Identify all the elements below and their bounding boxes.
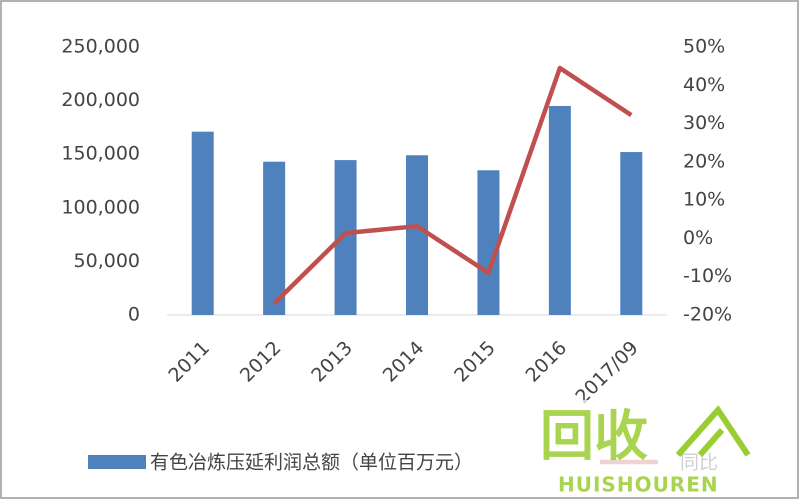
y-tick-label: 150,000 xyxy=(61,143,140,165)
y-tick-label: 0 xyxy=(128,304,140,326)
watermark-logo: 回收 xyxy=(540,405,648,468)
bar xyxy=(548,105,571,316)
y-tick-label: 100,000 xyxy=(61,196,140,218)
bar xyxy=(191,131,214,315)
y2-tick-label: -10% xyxy=(683,265,732,287)
y2-tick-label: 50% xyxy=(683,36,725,58)
y2-tick-label: 30% xyxy=(683,112,725,134)
y2-tick-label: 20% xyxy=(683,150,725,172)
bar xyxy=(263,161,286,315)
watermark-brand: HUISHOUREN xyxy=(558,473,719,497)
y-tick-label: 50,000 xyxy=(74,250,140,272)
y2-tick-label: 0% xyxy=(683,227,713,249)
watermark-icon xyxy=(675,405,751,457)
y-tick-label: 250,000 xyxy=(61,36,140,58)
bar xyxy=(620,152,643,315)
bar xyxy=(406,155,428,315)
watermark-bg xyxy=(535,400,725,495)
line xyxy=(272,65,633,306)
bar xyxy=(334,160,357,315)
y2-tick-label: 10% xyxy=(683,189,725,211)
y2-tick-label: 40% xyxy=(683,74,725,96)
legend-label: 有色冶炼压延利润总额（单位百万元） xyxy=(150,452,473,474)
y2-tick-label: -20% xyxy=(683,304,732,326)
y-tick-label: 200,000 xyxy=(61,89,140,111)
bar xyxy=(477,170,500,315)
legend-marker xyxy=(88,455,146,469)
